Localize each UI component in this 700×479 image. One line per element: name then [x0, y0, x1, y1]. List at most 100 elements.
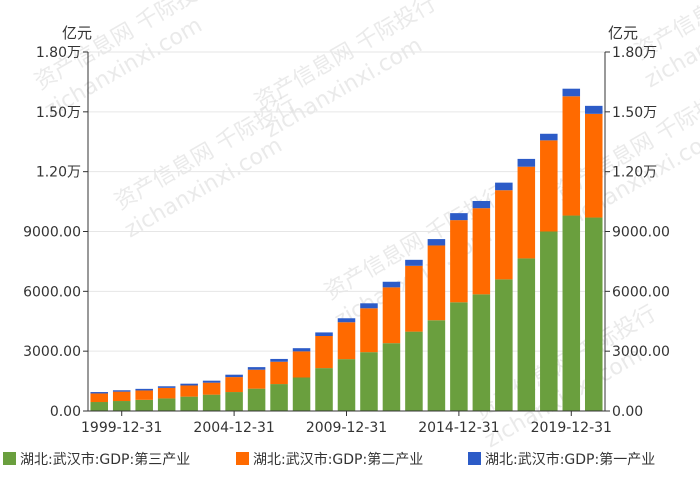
bar-secondary-2006-12-31	[270, 361, 288, 385]
bar-primary-2001-12-31	[157, 386, 176, 388]
bar-secondary-2003-12-31	[202, 382, 221, 395]
bars	[90, 88, 603, 411]
bar-secondary-2015-12-31	[472, 208, 491, 295]
bar-tertiary-2012-12-31	[405, 331, 423, 411]
bar-primary-2016-12-31	[495, 182, 513, 191]
bar-primary-1998-12-31	[90, 392, 108, 394]
bar-tertiary-2006-12-31	[270, 384, 288, 411]
bar-primary-2006-12-31	[270, 358, 288, 362]
bar-tertiary-2009-12-31	[337, 359, 356, 411]
right-y-tick-label: 9000.00	[612, 225, 670, 241]
left-y-tick-label: 6000.00	[23, 284, 81, 300]
bar-tertiary-2019-12-31	[562, 215, 581, 411]
bar-primary-2002-12-31	[180, 383, 198, 386]
legend-swatch-primary	[468, 452, 481, 465]
bar-secondary-2011-12-31	[382, 287, 401, 344]
left-y-tick-label: 0.00	[50, 404, 81, 420]
bar-secondary-2012-12-31	[405, 265, 423, 332]
bar-primary-2014-12-31	[450, 213, 468, 221]
left-y-tick-label: 9000.00	[23, 225, 81, 241]
bar-primary-2015-12-31	[472, 200, 491, 209]
bar-primary-2012-12-31	[405, 259, 423, 266]
bar-secondary-2007-12-31	[292, 351, 311, 378]
bar-tertiary-2004-12-31	[225, 392, 243, 411]
bar-tertiary-2001-12-31	[157, 398, 176, 411]
bar-primary-2000-12-31	[135, 388, 153, 391]
bar-primary-1999-12-31	[112, 390, 131, 392]
right-y-tick-label: 1.80万	[612, 45, 657, 61]
x-tick-label: 1999-12-31	[81, 420, 162, 436]
bar-tertiary-2003-12-31	[202, 394, 221, 411]
left-y-tick-label: 1.50万	[36, 105, 81, 121]
bar-tertiary-2020-12-31	[584, 217, 603, 411]
legend-label-primary: 湖北:武汉市:GDP:第一产业	[485, 451, 655, 468]
bar-secondary-2001-12-31	[157, 387, 176, 399]
bar-tertiary-2010-12-31	[360, 352, 378, 411]
bar-primary-2007-12-31	[292, 348, 311, 352]
bar-primary-2003-12-31	[202, 380, 221, 383]
right-y-tick-labels: 0.00 3000.00 6000.00 9000.00 1.20万 1.50万 1.80万	[605, 45, 670, 420]
bar-tertiary-1999-12-31	[112, 401, 131, 411]
bar-secondary-2008-12-31	[315, 336, 333, 369]
x-tick-labels: 1999-12-31 2004-12-31 2009-12-31 2014-12-31…	[81, 411, 612, 436]
bar-tertiary-2014-12-31	[450, 302, 468, 411]
left-y-tick-label: 1.80万	[36, 45, 81, 61]
bar-secondary-1999-12-31	[112, 391, 131, 402]
right-axis-unit: 亿元	[608, 24, 638, 42]
bar-primary-2011-12-31	[382, 281, 401, 288]
bar-tertiary-2005-12-31	[247, 388, 266, 411]
bar-secondary-2019-12-31	[562, 96, 581, 216]
bar-secondary-2002-12-31	[180, 385, 198, 397]
right-y-tick-label: 0.00	[612, 404, 643, 420]
bar-tertiary-2013-12-31	[427, 320, 446, 411]
bar-secondary-2000-12-31	[135, 390, 153, 400]
x-tick-label: 2014-12-31	[418, 420, 499, 436]
bar-secondary-2004-12-31	[225, 377, 243, 393]
left-axis-unit: 亿元	[62, 24, 92, 42]
bar-secondary-2020-12-31	[584, 113, 603, 218]
bar-primary-2017-12-31	[517, 158, 536, 167]
x-tick-label: 2019-12-31	[531, 420, 612, 436]
legend-swatch-tertiary	[3, 452, 16, 465]
right-y-tick-label: 6000.00	[612, 284, 670, 300]
bar-primary-2019-12-31	[562, 88, 581, 97]
bar-secondary-1998-12-31	[90, 393, 108, 403]
bar-tertiary-2015-12-31	[472, 294, 491, 411]
bar-primary-2010-12-31	[360, 303, 378, 309]
left-y-tick-labels: 0.00 3000.00 6000.00 9000.00 1.20万 1.50万 1.80万	[23, 45, 88, 420]
left-y-tick-label: 3000.00	[23, 344, 81, 360]
bar-primary-2009-12-31	[337, 318, 356, 323]
bar-tertiary-1998-12-31	[90, 402, 108, 411]
bar-secondary-2016-12-31	[495, 190, 513, 280]
left-y-tick-label: 1.20万	[36, 165, 81, 181]
bar-tertiary-2008-12-31	[315, 368, 333, 411]
x-tick-label: 2009-12-31	[306, 420, 387, 436]
bar-tertiary-2007-12-31	[292, 377, 311, 411]
legend-label-secondary: 湖北:武汉市:GDP:第二产业	[253, 451, 423, 468]
bar-secondary-2010-12-31	[360, 308, 378, 353]
bar-tertiary-2000-12-31	[135, 399, 153, 411]
right-y-tick-label: 1.20万	[612, 165, 657, 181]
right-y-tick-label: 3000.00	[612, 344, 670, 360]
bar-secondary-2017-12-31	[517, 166, 536, 259]
bar-secondary-2009-12-31	[337, 322, 356, 360]
right-y-tick-label: 1.50万	[612, 105, 657, 121]
bar-primary-2004-12-31	[225, 374, 243, 378]
legend-label-tertiary: 湖北:武汉市:GDP:第三产业	[20, 451, 190, 468]
bar-secondary-2005-12-31	[247, 369, 266, 389]
legend: 湖北:武汉市:GDP:第三产业 湖北:武汉市:GDP:第二产业 湖北:武汉市:G…	[3, 451, 655, 468]
x-tick-label: 2004-12-31	[193, 420, 274, 436]
bar-tertiary-2017-12-31	[517, 258, 536, 411]
bar-secondary-2018-12-31	[540, 140, 558, 232]
legend-swatch-secondary	[236, 452, 249, 465]
bar-tertiary-2018-12-31	[540, 231, 558, 411]
bar-primary-2013-12-31	[427, 239, 446, 246]
bar-secondary-2013-12-31	[427, 245, 446, 321]
bar-tertiary-2011-12-31	[382, 343, 401, 411]
bar-primary-2020-12-31	[584, 105, 603, 114]
bar-tertiary-2002-12-31	[180, 396, 198, 411]
bar-primary-2018-12-31	[540, 133, 558, 141]
bar-tertiary-2016-12-31	[495, 279, 513, 411]
bar-secondary-2014-12-31	[450, 220, 468, 303]
